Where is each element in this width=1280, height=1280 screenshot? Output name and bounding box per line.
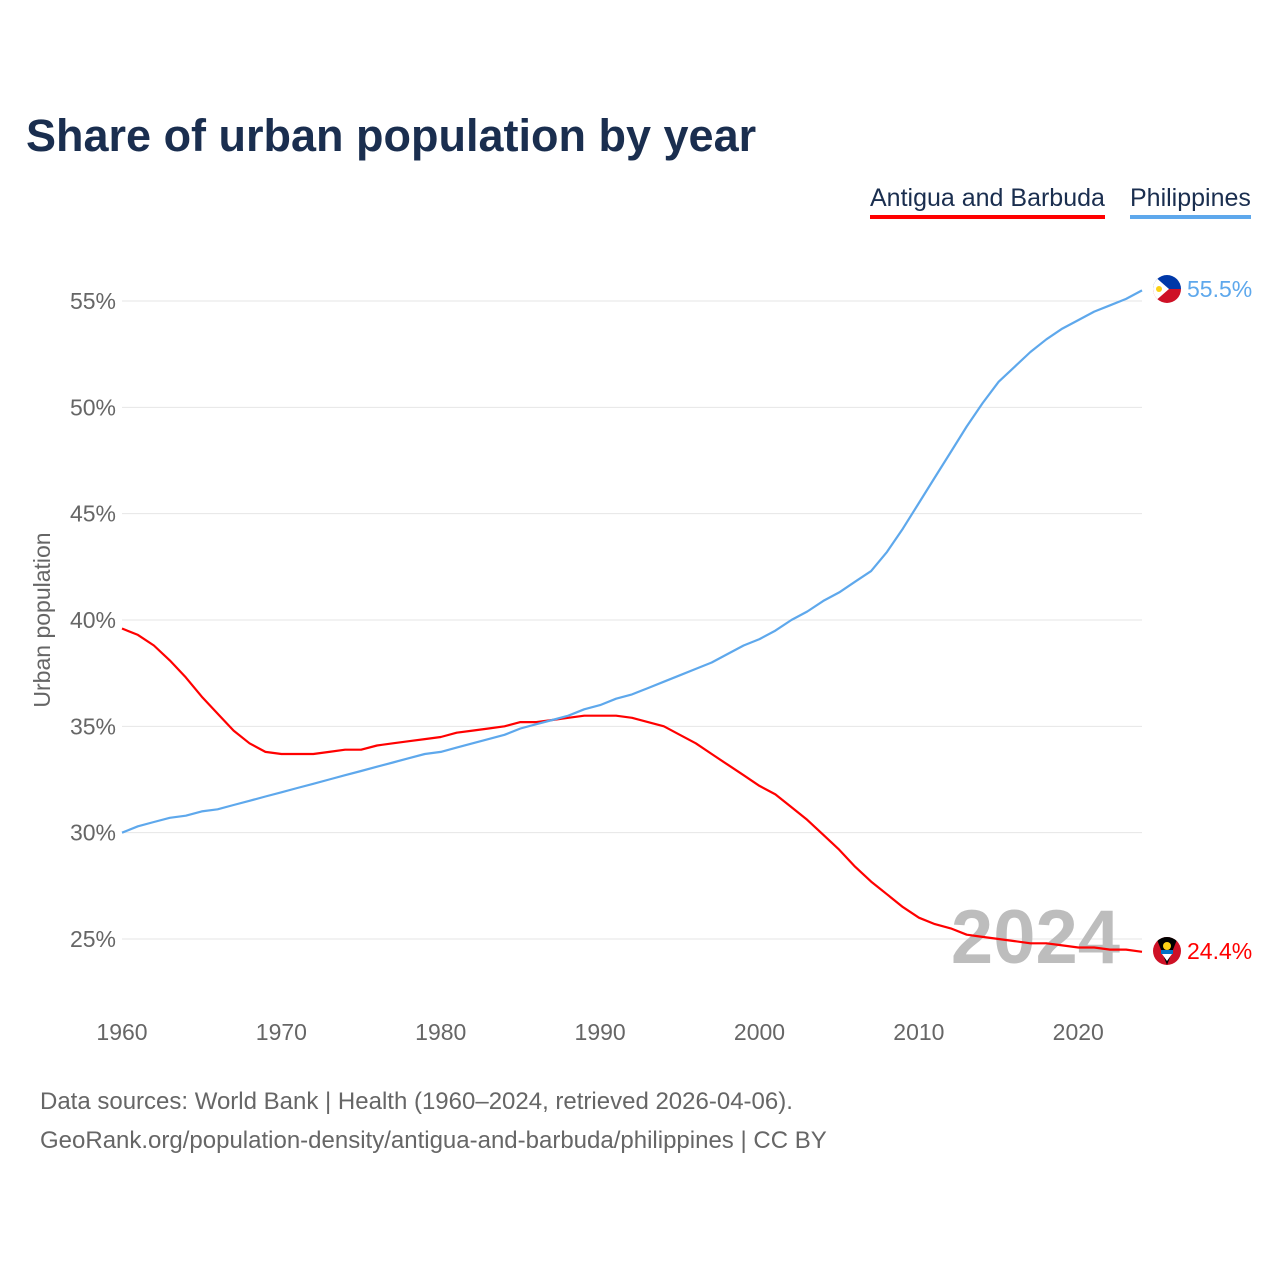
x-tick-label: 2010 — [893, 1019, 944, 1045]
x-tick-label: 1970 — [256, 1019, 307, 1045]
y-axis-label: Urban population — [29, 532, 55, 707]
year-watermark: 2024 — [951, 895, 1120, 980]
y-tick-label: 35% — [70, 713, 116, 739]
philippines-line — [121, 289, 1143, 834]
philippines-flag-icon — [1153, 275, 1181, 303]
x-tick-label: 2020 — [1053, 1019, 1104, 1045]
y-tick-label: 30% — [70, 820, 116, 846]
x-tick-label: 1990 — [575, 1019, 626, 1045]
x-tick-label: 1960 — [96, 1019, 147, 1045]
y-tick-label: 45% — [70, 501, 116, 527]
y-tick-label: 55% — [70, 288, 116, 314]
y-tick-label: 25% — [70, 926, 116, 952]
legend-philippines[interactable]: Philippines — [1130, 184, 1251, 219]
antigua-end-label: 24.4% — [1187, 938, 1252, 964]
chart-title: Share of urban population by year — [26, 110, 757, 161]
antigua-line — [121, 627, 1143, 953]
y-tick-label: 50% — [70, 394, 116, 420]
x-tick-label: 1980 — [415, 1019, 466, 1045]
legend-antigua[interactable]: Antigua and Barbuda — [870, 184, 1105, 219]
footer-attribution: GeoRank.org/population-density/antigua-a… — [40, 1127, 827, 1154]
philippines-end-label: 55.5% — [1187, 276, 1252, 302]
y-tick-label: 40% — [70, 607, 116, 633]
antigua-flag-icon — [1153, 937, 1181, 965]
x-tick-label: 2000 — [734, 1019, 785, 1045]
footer-sources: Data sources: World Bank | Health (1960–… — [40, 1088, 793, 1115]
